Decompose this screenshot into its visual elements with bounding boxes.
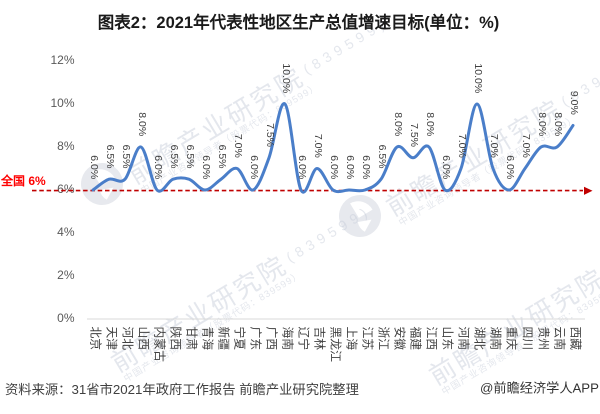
svg-text:重庆: 重庆 (504, 327, 518, 351)
svg-text:甘肃: 甘肃 (184, 327, 198, 351)
svg-text:@前瞻经济学人APP: @前瞻经济学人APP (480, 380, 599, 396)
svg-text:全国 6%: 全国 6% (0, 173, 46, 188)
svg-text:四川: 四川 (521, 327, 535, 351)
svg-text:天津: 天津 (105, 327, 119, 351)
svg-text:7.5%: 7.5% (264, 123, 276, 147)
svg-text:7.0%: 7.0% (488, 134, 500, 158)
svg-text:6.0%: 6.0% (328, 155, 340, 179)
svg-text:海南: 海南 (280, 327, 294, 351)
svg-text:7.0%: 7.0% (312, 134, 324, 158)
svg-text:6.0%: 6.0% (440, 155, 452, 179)
svg-text:10.0%: 10.0% (472, 63, 484, 93)
svg-text:福建: 福建 (408, 327, 422, 351)
svg-text:山东: 山东 (440, 327, 454, 351)
svg-text:10.0%: 10.0% (280, 63, 292, 93)
svg-text:6.5%: 6.5% (376, 145, 388, 169)
svg-text:山西: 山西 (136, 327, 150, 351)
svg-text:6.0%: 6.0% (152, 155, 164, 179)
svg-text:10%: 10% (50, 96, 74, 110)
svg-text:湖南: 湖南 (488, 327, 502, 351)
svg-text:北京: 北京 (89, 327, 103, 351)
svg-text:安徽: 安徽 (392, 327, 406, 351)
svg-text:青海: 青海 (200, 327, 214, 351)
svg-text:内蒙古: 内蒙古 (152, 327, 166, 363)
svg-text:新疆: 新疆 (216, 327, 230, 351)
svg-text:6.5%: 6.5% (168, 145, 180, 169)
svg-text:7.5%: 7.5% (408, 123, 420, 147)
svg-text:6.0%: 6.0% (344, 155, 356, 179)
svg-text:8.0%: 8.0% (424, 112, 436, 136)
svg-text:6.5%: 6.5% (216, 145, 228, 169)
svg-text:宁夏: 宁夏 (232, 327, 246, 351)
svg-text:吉林: 吉林 (312, 327, 326, 351)
svg-text:12%: 12% (50, 53, 74, 67)
svg-text:2%: 2% (57, 268, 75, 282)
svg-text:6%: 6% (57, 182, 75, 196)
svg-text:7.0%: 7.0% (456, 134, 468, 158)
svg-text:6.0%: 6.0% (296, 155, 308, 179)
svg-text:8.0%: 8.0% (536, 112, 548, 136)
svg-text:广东: 广东 (248, 327, 262, 351)
svg-text:6.0%: 6.0% (88, 155, 100, 179)
svg-text:江西: 江西 (424, 327, 438, 351)
svg-text:7.0%: 7.0% (520, 134, 532, 158)
svg-text:云南: 云南 (553, 327, 567, 351)
svg-text:图表2：2021年代表性地区生产总值增速目标(单位：%): 图表2：2021年代表性地区生产总值增速目标(单位：%) (98, 12, 500, 32)
svg-text:8.0%: 8.0% (392, 112, 404, 136)
svg-text:8%: 8% (57, 139, 75, 153)
svg-text:6.0%: 6.0% (504, 155, 516, 179)
svg-text:黑龙江: 黑龙江 (328, 327, 342, 363)
svg-text:6.0%: 6.0% (248, 155, 260, 179)
svg-text:6.5%: 6.5% (184, 145, 196, 169)
svg-text:贵州: 贵州 (537, 327, 551, 351)
svg-text:河南: 河南 (456, 327, 470, 351)
svg-text:4%: 4% (57, 225, 75, 239)
svg-text:广西: 广西 (264, 327, 278, 351)
svg-text:浙江: 浙江 (376, 327, 390, 351)
svg-text:6.5%: 6.5% (120, 145, 132, 169)
svg-text:上海: 上海 (344, 327, 358, 351)
svg-text:8.0%: 8.0% (552, 112, 564, 136)
svg-text:江苏: 江苏 (360, 327, 374, 351)
svg-text:9.0%: 9.0% (568, 91, 580, 115)
svg-text:0%: 0% (57, 311, 75, 325)
svg-text:6.5%: 6.5% (104, 145, 116, 169)
svg-text:河北: 河北 (121, 327, 135, 351)
svg-text:7.0%: 7.0% (232, 134, 244, 158)
svg-text:8.0%: 8.0% (136, 112, 148, 136)
svg-text:陕西: 陕西 (168, 327, 182, 351)
svg-text:湖北: 湖北 (472, 327, 486, 351)
svg-text:西藏: 西藏 (569, 327, 583, 351)
svg-text:6.0%: 6.0% (360, 155, 372, 179)
svg-text:资料来源：31省市2021年政府工作报告 前瞻产业研究院整理: 资料来源：31省市2021年政府工作报告 前瞻产业研究院整理 (5, 381, 359, 397)
svg-text:6.0%: 6.0% (200, 155, 212, 179)
svg-text:辽宁: 辽宁 (296, 327, 310, 351)
